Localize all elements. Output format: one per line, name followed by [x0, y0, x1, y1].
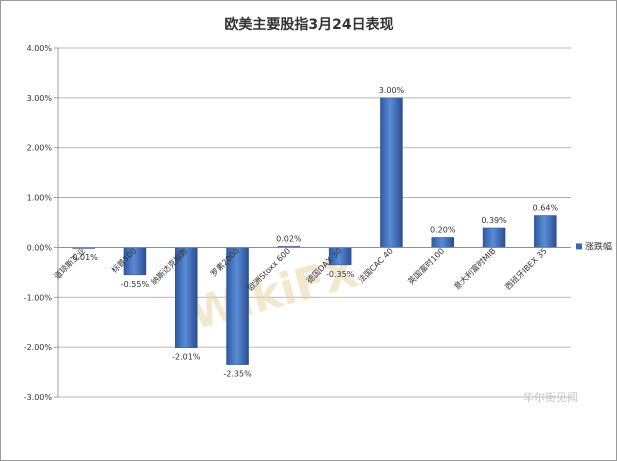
legend-label: 涨跌幅	[585, 240, 612, 252]
chart-title: 欧美主要股指3月24日表现	[224, 16, 393, 33]
category-label-10: 西班牙IBEX 35	[503, 246, 549, 292]
y-tick-label: 1.00%	[27, 194, 53, 203]
data-label-4: -2.35%	[223, 370, 252, 379]
category-label-1: 道琼斯工业	[52, 246, 87, 281]
data-label-1: -0.01%	[69, 253, 98, 262]
data-label-10: 0.64%	[533, 204, 559, 213]
legend-swatch	[576, 243, 582, 250]
bar-10	[534, 215, 557, 248]
bar-4	[226, 247, 249, 365]
axes: 4.00% 3.00% 2.00% 1.00% 0.00% -1.00% -2.00% -3.…	[24, 44, 571, 402]
y-tick-label: 0.00%	[27, 243, 53, 252]
data-label-5: 0.02%	[276, 234, 302, 243]
bars	[72, 97, 557, 365]
watermark-corner-text: 华尔街见闻	[523, 390, 578, 404]
legend: 涨跌幅	[576, 240, 612, 252]
y-tick-label: -3.00%	[24, 393, 53, 402]
bar-7	[380, 97, 403, 248]
bar-9	[482, 227, 506, 248]
data-label-9: 0.39%	[481, 216, 507, 225]
data-label-6: -0.35%	[326, 270, 355, 279]
data-label-3: -2.01%	[172, 353, 201, 362]
y-tick-label: 2.00%	[27, 144, 53, 153]
category-label-9: 意大利富时MIB	[452, 246, 498, 292]
labels: -0.01%道琼斯工业-0.55%标普500-2.01%纳斯达克指数-2.35%…	[52, 86, 559, 379]
bar-8	[431, 237, 454, 248]
category-label-7: 法国CAC 40	[356, 246, 395, 285]
data-label-7: 3.00%	[379, 86, 405, 95]
data-label-2: -0.55%	[121, 280, 150, 289]
y-tick-label: -2.00%	[24, 343, 53, 352]
y-tick-label: -1.00%	[24, 293, 53, 302]
y-tick-label: 4.00%	[27, 44, 53, 53]
data-label-8: 0.20%	[430, 225, 456, 234]
y-tick-label: 3.00%	[27, 94, 53, 103]
category-label-8: 英国富时100	[406, 246, 447, 287]
